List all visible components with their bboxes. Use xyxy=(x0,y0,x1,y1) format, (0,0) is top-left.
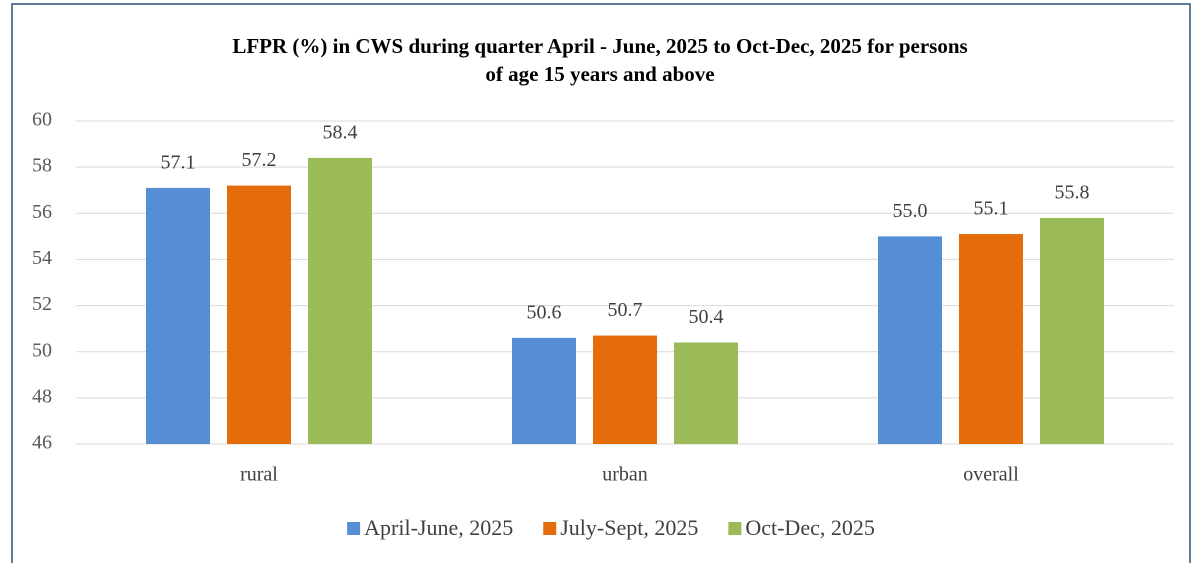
legend-swatch xyxy=(543,522,557,535)
bar xyxy=(512,337,576,444)
bar xyxy=(146,187,210,444)
value-label: 50.4 xyxy=(689,306,724,328)
value-label: 57.2 xyxy=(242,149,277,171)
legend-label: April-June, 2025 xyxy=(364,515,513,540)
bar xyxy=(1040,217,1104,444)
y-tick-label: 48 xyxy=(32,385,52,407)
y-tick-label: 52 xyxy=(32,293,52,315)
bar xyxy=(308,157,372,444)
bar xyxy=(959,234,1023,444)
bar xyxy=(674,342,738,444)
value-label: 55.1 xyxy=(974,198,1009,220)
bar xyxy=(593,335,657,444)
y-tick-label: 54 xyxy=(32,247,52,269)
legend-swatch xyxy=(347,522,361,535)
x-tick-label: urban xyxy=(602,464,648,486)
value-label: 55.8 xyxy=(1055,181,1090,203)
value-label: 50.6 xyxy=(527,301,562,323)
legend-label: July-Sept, 2025 xyxy=(560,515,698,540)
y-tick-label: 50 xyxy=(32,339,52,361)
value-label: 55.0 xyxy=(893,200,928,222)
x-tick-label: overall xyxy=(963,464,1019,486)
value-label: 58.4 xyxy=(323,122,358,144)
y-tick-label: 60 xyxy=(32,109,52,131)
legend-swatch xyxy=(728,522,742,535)
x-tick-label: rural xyxy=(240,464,278,486)
value-label: 50.7 xyxy=(608,299,643,321)
chart-title: LFPR (%) in CWS during quarter April - J… xyxy=(232,34,967,58)
y-tick-label: 46 xyxy=(32,432,52,454)
bar xyxy=(878,236,942,444)
chart-subtitle: of age 15 years and above xyxy=(485,62,714,86)
value-label: 57.1 xyxy=(161,152,196,174)
y-tick-label: 58 xyxy=(32,155,52,177)
y-tick-label: 56 xyxy=(32,201,52,223)
bar xyxy=(227,185,291,444)
legend-label: Oct-Dec, 2025 xyxy=(745,515,875,540)
